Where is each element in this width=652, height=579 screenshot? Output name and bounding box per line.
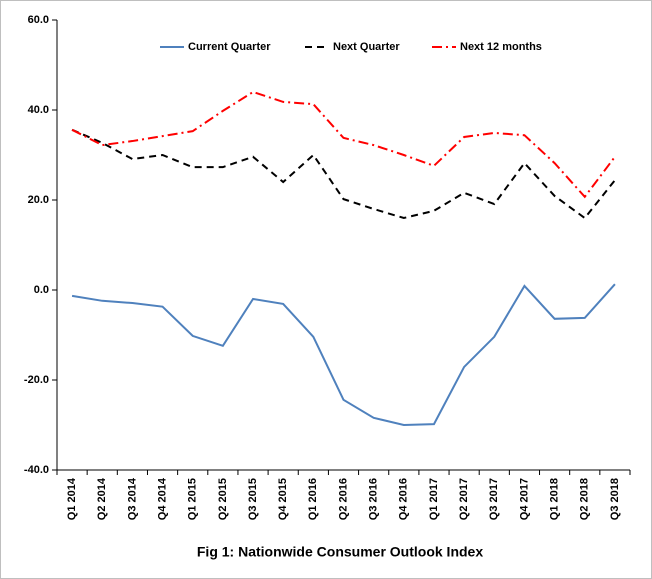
- series-line: [71, 90, 616, 199]
- y-tick-label: 40.0: [28, 104, 49, 116]
- y-tick-label: -20.0: [24, 374, 49, 386]
- x-tick-label: Q4 2017: [518, 478, 530, 520]
- x-tick-label: Q1 2017: [428, 478, 440, 520]
- x-tick-label: Q4 2016: [398, 478, 410, 520]
- y-tick-label: 20.0: [28, 194, 49, 206]
- x-tick-label: Q2 2016: [337, 478, 349, 520]
- y-tick-label: 0.0: [34, 284, 49, 296]
- x-tick-label: Q2 2015: [217, 478, 229, 520]
- legend-label: Next Quarter: [333, 41, 400, 53]
- x-tick-label: Q1 2014: [66, 477, 78, 520]
- series-line: [71, 283, 616, 427]
- x-tick-label: Q2 2018: [579, 478, 591, 520]
- y-tick-label: -40.0: [24, 464, 49, 476]
- chart-title: Fig 1: Nationwide Consumer Outlook Index: [197, 544, 483, 560]
- x-tick-label: Q1 2018: [549, 478, 561, 520]
- x-tick-label: Q1 2016: [307, 478, 319, 520]
- x-tick-label: Q3 2016: [368, 478, 380, 520]
- x-tick-label: Q4 2014: [156, 477, 168, 520]
- x-tick-label: Q3 2014: [126, 477, 138, 520]
- x-tick-label: Q3 2017: [488, 478, 500, 520]
- x-tick-label: Q3 2015: [247, 478, 259, 520]
- series-line: [71, 128, 616, 220]
- x-tick-label: Q1 2015: [187, 478, 199, 520]
- x-tick-label: Q2 2014: [96, 477, 108, 520]
- x-tick-label: Q2 2017: [458, 478, 470, 520]
- x-tick-label: Q3 2018: [609, 478, 621, 520]
- legend-label: Next 12 months: [460, 41, 542, 53]
- x-tick-label: Q4 2015: [277, 478, 289, 520]
- legend-label: Current Quarter: [188, 41, 271, 53]
- y-tick-label: 60.0: [28, 14, 49, 26]
